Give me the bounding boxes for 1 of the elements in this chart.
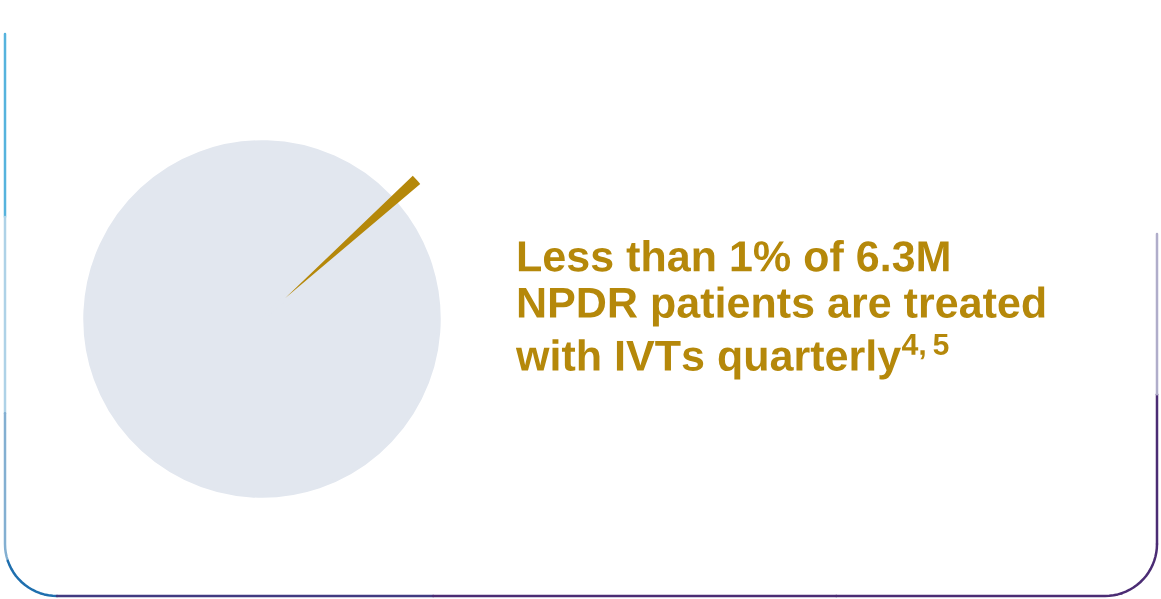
text: Less than 1% of 6.3M NPDR patients are treated with IVTs quarterly$^{4,5}$ — [515, 240, 1045, 380]
